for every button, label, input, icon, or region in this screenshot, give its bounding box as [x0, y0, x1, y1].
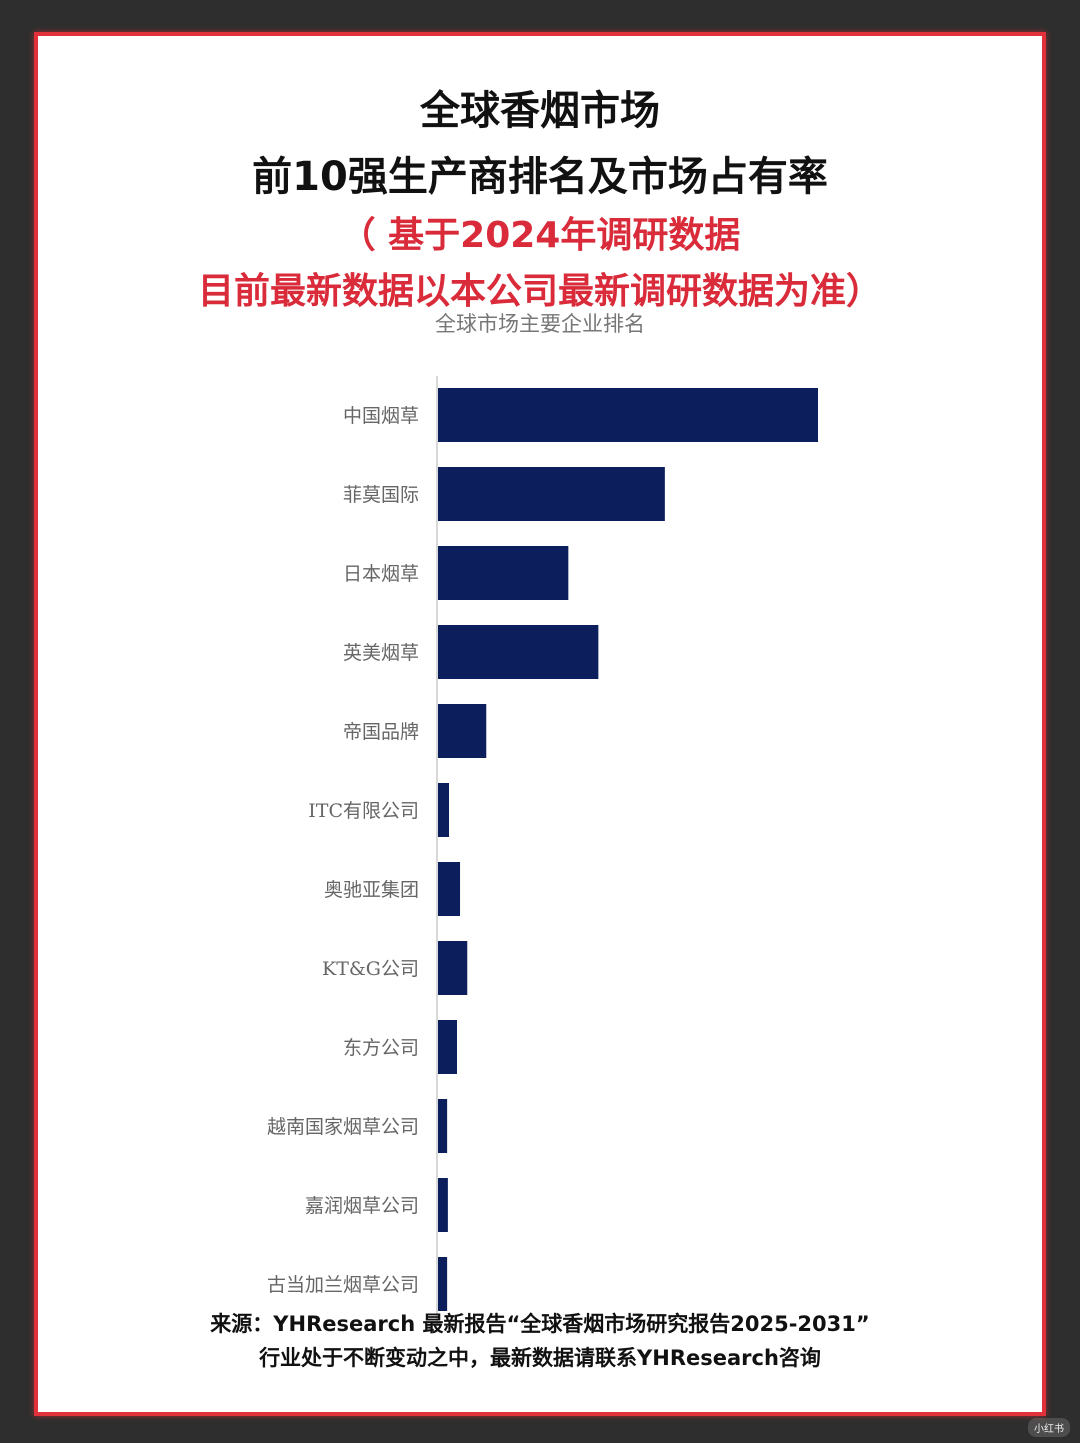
bar-2	[438, 546, 569, 600]
category-label-11: 古当加兰烟草公司	[267, 1274, 419, 1296]
note-line-2: 目前最新数据以本公司最新调研数据为准）	[197, 271, 882, 312]
bar-7	[438, 941, 468, 995]
note-line-1: （ 基于2024年调研数据	[339, 215, 741, 256]
bar-10	[438, 1178, 448, 1232]
source-line: 来源：YHResearch 最新报告“全球香烟市场研究报告2025-2031”	[210, 1312, 870, 1336]
category-label-7: KT&G公司	[322, 958, 419, 980]
bar-5	[438, 783, 450, 837]
category-label-3: 英美烟草	[343, 642, 419, 664]
category-label-6: 奥驰亚集团	[324, 879, 419, 901]
category-label-2: 日本烟草	[343, 563, 419, 585]
category-label-1: 菲莫国际	[343, 484, 419, 506]
watermark-badge: 小红书	[1028, 1418, 1070, 1437]
chart-title: 全球市场主要企业排名	[435, 312, 645, 336]
bar-0	[438, 388, 818, 442]
title-line-2: 前10强生产商排名及市场占有率	[252, 154, 828, 200]
bar-6	[438, 862, 461, 916]
category-label-10: 嘉润烟草公司	[305, 1195, 419, 1217]
category-label-5: ITC有限公司	[308, 800, 419, 822]
bar-11	[438, 1257, 448, 1311]
disclaimer-line: 行业处于不断变动之中，最新数据请联系YHResearch咨询	[259, 1346, 821, 1370]
bar-9	[438, 1099, 448, 1153]
poster-card	[34, 32, 1046, 1416]
category-label-9: 越南国家烟草公司	[267, 1116, 419, 1138]
bar-3	[438, 625, 599, 679]
title-line-1: 全球香烟市场	[420, 88, 660, 134]
bar-8	[438, 1020, 457, 1074]
category-label-4: 帝国品牌	[343, 721, 419, 743]
category-label-0: 中国烟草	[343, 405, 419, 427]
bar-4	[438, 704, 487, 758]
bar-1	[438, 467, 665, 521]
category-label-8: 东方公司	[343, 1037, 419, 1059]
